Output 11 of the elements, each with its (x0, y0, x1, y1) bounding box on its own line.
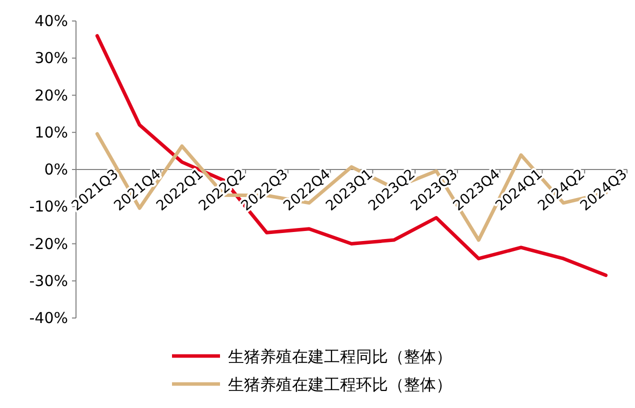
y-tick-label: 10% (34, 123, 68, 142)
y-tick-label: -10% (29, 198, 68, 216)
y-tick-label: 40% (34, 12, 68, 30)
legend-label: 生猪养殖在建工程环比（整体） (228, 375, 452, 394)
y-tick-label: 0% (44, 160, 68, 178)
y-tick-label: -20% (29, 234, 68, 253)
y-tick-label: -40% (29, 309, 68, 327)
y-tick-label: 20% (34, 86, 68, 104)
y-tick-label: -30% (29, 272, 68, 290)
y-tick-label: 30% (34, 49, 68, 68)
legend-label: 生猪养殖在建工程同比（整体） (228, 347, 452, 366)
